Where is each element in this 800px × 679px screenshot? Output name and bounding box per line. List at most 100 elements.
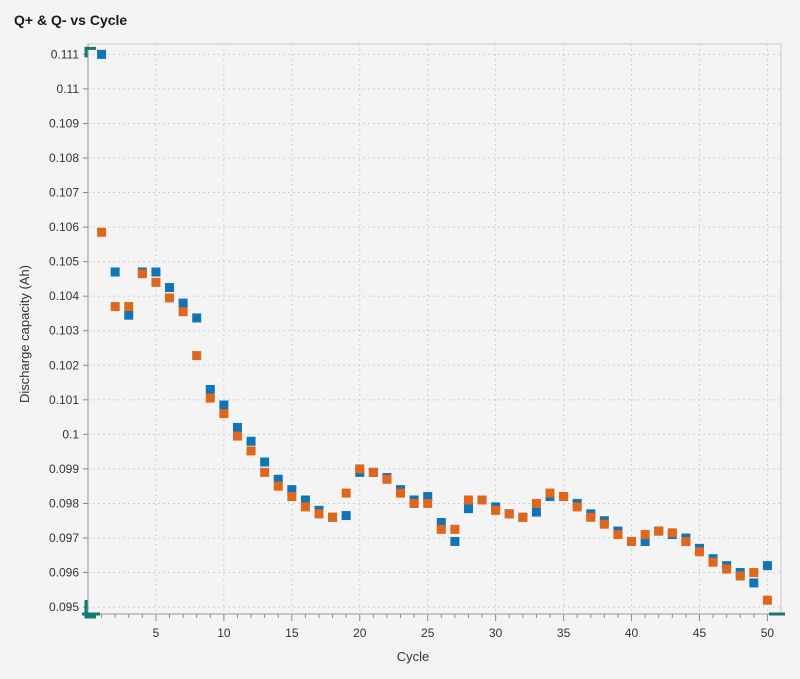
- point-Qminus: [396, 488, 406, 498]
- point-Qminus: [722, 564, 732, 574]
- y-tick-label: 0.104: [49, 289, 79, 303]
- x-tick-label: 10: [217, 626, 231, 640]
- y-tick-label: 0.107: [49, 186, 79, 200]
- point-Qplus: [341, 511, 351, 521]
- point-Qminus: [423, 498, 433, 508]
- point-Qminus: [246, 446, 256, 456]
- point-Qminus: [654, 526, 664, 536]
- point-Qplus: [205, 384, 215, 394]
- point-Qplus: [423, 492, 433, 502]
- point-Qminus: [518, 512, 528, 522]
- point-Qminus: [328, 512, 338, 522]
- y-tick-label: 0.096: [49, 566, 79, 580]
- y-tick-label: 0.108: [49, 151, 79, 165]
- x-tick-label: 25: [421, 626, 435, 640]
- point-Qminus: [504, 509, 514, 519]
- point-Qminus: [640, 530, 650, 540]
- point-Qminus: [545, 488, 555, 498]
- y-tick-label: 0.11: [57, 82, 80, 96]
- point-Qminus: [681, 536, 691, 546]
- point-Qminus: [559, 492, 569, 502]
- y-tick-label: 0.106: [49, 220, 79, 234]
- point-Qplus: [192, 313, 202, 323]
- point-Qplus: [762, 561, 772, 571]
- point-Qplus: [165, 283, 175, 293]
- point-Qminus: [586, 512, 596, 522]
- point-Qminus: [97, 227, 107, 237]
- point-Qminus: [667, 528, 677, 538]
- point-Qplus: [450, 536, 460, 546]
- point-Qplus: [232, 422, 242, 432]
- point-Qminus: [762, 595, 772, 605]
- point-Qminus: [110, 302, 120, 312]
- point-Qplus: [300, 495, 310, 505]
- y-range-top-handle[interactable]: [84, 46, 96, 58]
- point-Qplus: [531, 507, 541, 517]
- y-tick-label: 0.102: [49, 358, 79, 372]
- point-Qminus: [436, 524, 446, 534]
- point-Qminus: [627, 536, 637, 546]
- point-Qminus: [735, 571, 745, 581]
- point-Qplus: [246, 436, 256, 446]
- point-Qminus: [572, 502, 582, 512]
- point-Qminus: [178, 307, 188, 317]
- point-Qminus: [477, 495, 487, 505]
- point-Qplus: [640, 536, 650, 546]
- point-Qminus: [341, 488, 351, 498]
- y-tick-label: 0.095: [49, 600, 79, 614]
- x-tick-label: 50: [761, 626, 775, 640]
- point-Qminus: [531, 498, 541, 508]
- point-Qplus: [219, 400, 229, 410]
- point-Qplus: [436, 517, 446, 527]
- point-Qminus: [219, 409, 229, 419]
- point-Qminus: [287, 492, 297, 502]
- y-tick-label: 0.099: [49, 462, 79, 476]
- point-Qminus: [192, 351, 202, 361]
- chart-title: Q+ & Q- vs Cycle: [14, 12, 128, 28]
- point-Qplus: [463, 504, 473, 514]
- y-tick-label: 0.103: [49, 324, 79, 338]
- x-tick-label: 5: [153, 626, 160, 640]
- point-Qplus: [260, 457, 270, 467]
- y-tick-label: 0.109: [49, 116, 79, 130]
- x-tick-label: 30: [489, 626, 503, 640]
- y-tick-label: 0.111: [51, 47, 80, 61]
- point-Qminus: [368, 467, 378, 477]
- point-Qminus: [273, 481, 283, 491]
- point-Qminus: [232, 431, 242, 441]
- point-Qminus: [749, 568, 759, 578]
- y-tick-label: 0.097: [49, 531, 79, 545]
- point-Qplus: [151, 267, 161, 277]
- point-Qplus: [287, 485, 297, 495]
- point-Qminus: [355, 464, 365, 474]
- data-points: [97, 49, 772, 605]
- x-axis-label: Cycle: [397, 649, 430, 664]
- point-Qminus: [314, 509, 324, 519]
- point-Qminus: [124, 302, 134, 312]
- point-Qminus: [137, 269, 147, 279]
- point-Qplus: [110, 267, 120, 277]
- point-Qminus: [151, 277, 161, 287]
- axes: 0.095 0.096 0.097 0.098 0.099 0.1 0.101 0.102 0.…: [49, 44, 781, 640]
- point-Qplus: [124, 310, 134, 320]
- point-Qminus: [613, 530, 623, 540]
- y-tick-label: 0.098: [49, 496, 79, 510]
- x-tick-label: 20: [353, 626, 367, 640]
- y-range-bottom-handle[interactable]: [84, 600, 96, 619]
- y-tick-label: 0.1: [62, 427, 79, 441]
- x-tick-label: 35: [557, 626, 571, 640]
- point-Qminus: [165, 293, 175, 303]
- grid: [88, 44, 781, 614]
- point-Qminus: [694, 547, 704, 557]
- point-Qminus: [599, 519, 609, 529]
- x-tick-label: 45: [693, 626, 707, 640]
- zoom-handles[interactable]: [82, 46, 785, 619]
- x-tick-label: 40: [625, 626, 639, 640]
- point-Qminus: [260, 467, 270, 477]
- point-Qplus: [749, 578, 759, 588]
- point-Qminus: [409, 498, 419, 508]
- point-Qminus: [491, 505, 501, 515]
- point-Qminus: [382, 474, 392, 484]
- x-tick-label: 15: [285, 626, 299, 640]
